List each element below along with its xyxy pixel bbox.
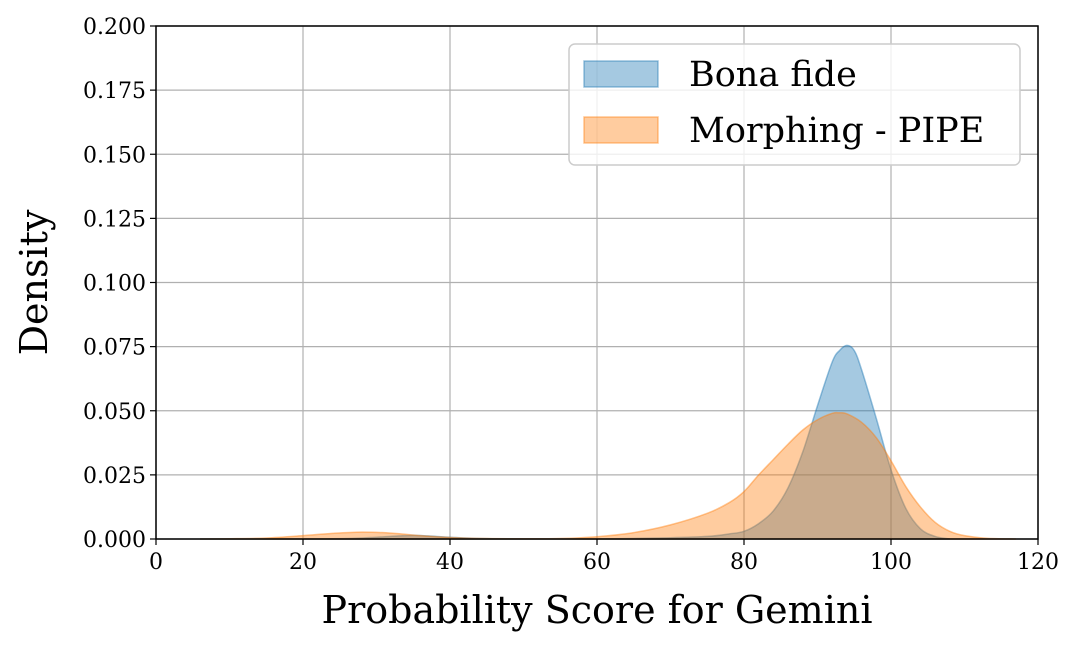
y-tick-label: 0.150 [83, 143, 146, 168]
x-axis-ticks: 0 20 40 60 80 100 120 [149, 539, 1059, 575]
x-tick-label: 20 [289, 550, 317, 575]
series-area-0 [200, 344, 950, 540]
y-axis-title: Density [12, 209, 56, 355]
y-tick-label: 0.000 [83, 528, 146, 553]
x-tick-label: 120 [1017, 550, 1059, 575]
x-tick-label: 60 [583, 550, 611, 575]
y-axis-ticks: 0.000 0.025 0.050 0.075 0.100 0.125 0.150 0.175… [83, 15, 156, 553]
legend-label: Morphing - PIPE [689, 111, 984, 151]
legend-box [568, 43, 1021, 166]
legend: Bona fide Morphing - PIPE [568, 43, 1021, 166]
y-tick-label: 0.200 [83, 15, 146, 40]
series-area-1 [200, 411, 1016, 540]
y-tick-label: 0.100 [83, 272, 146, 297]
y-tick-label: 0.025 [83, 464, 146, 489]
y-tick-label: 0.050 [83, 400, 146, 425]
x-tick-label: 100 [870, 550, 912, 575]
y-tick-label: 0.175 [83, 79, 146, 104]
legend-swatch [583, 60, 659, 88]
y-tick-label: 0.075 [83, 336, 146, 361]
legend-label: Bona fide [689, 55, 857, 95]
x-tick-label: 40 [436, 550, 464, 575]
x-tick-label: 0 [149, 550, 163, 575]
density-areas [200, 344, 1016, 540]
x-axis-title: Probability Score for Gemini [322, 588, 873, 632]
x-tick-label: 80 [730, 550, 758, 575]
legend-swatch [583, 116, 659, 144]
y-tick-label: 0.125 [83, 207, 146, 232]
